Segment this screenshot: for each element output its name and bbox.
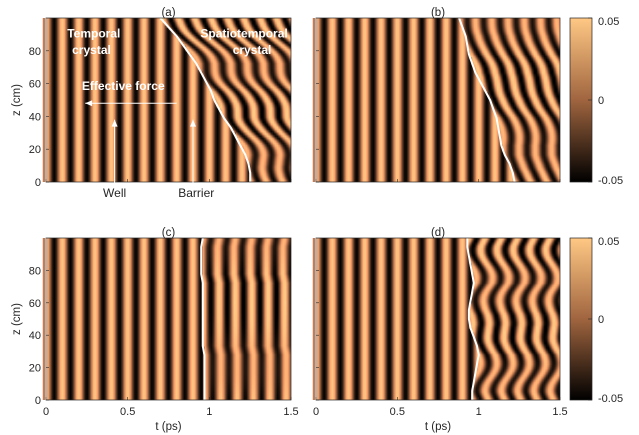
x-tick-label: 1 — [476, 406, 482, 418]
colorbar-tick-label: -0.05 — [598, 175, 623, 187]
axes-frame — [315, 17, 561, 183]
interface-curve — [200, 237, 206, 400]
x-axis-label: t (ps) — [425, 421, 451, 433]
colorbar-tick-label: 0.05 — [598, 236, 619, 248]
colorbar-tick-label: 0 — [598, 314, 604, 326]
annotation-spatiotemporal-2: crystal — [233, 43, 272, 57]
colorbar-top: 0.05 0 -0.05 — [569, 16, 623, 187]
heatmap-image — [312, 238, 560, 400]
panel-label: (a) — [161, 7, 175, 19]
x-tick-label: 0.5 — [120, 406, 135, 418]
interface-curve — [458, 17, 516, 183]
panel-c: 0 20 40 60 80 0 0.5 1 1.5 z (cm) t (ps) (c) — [11, 227, 299, 433]
well-arrowhead — [111, 119, 118, 127]
x-tick-label: 0.5 — [390, 406, 405, 418]
colorbar-bottom: 0.05 0 -0.05 — [569, 236, 623, 405]
interface-curve — [466, 238, 480, 400]
axes-frame — [45, 237, 292, 401]
y-tick-label: 40 — [29, 330, 41, 342]
panel-label: (c) — [162, 227, 176, 239]
annotation-effective-force: Effective force — [82, 79, 165, 93]
y-tick-label: 80 — [29, 265, 41, 277]
x-axis-label: t (ps) — [155, 421, 181, 433]
heatmap-image — [42, 18, 291, 182]
colorbar-tick-label: 0 — [598, 95, 604, 107]
annotation-well: Well — [103, 186, 126, 200]
y-axis-label: z (cm) — [11, 84, 23, 116]
heatmap-image — [42, 238, 291, 400]
x-tick-label: 1.5 — [283, 406, 298, 418]
panel-label: (d) — [431, 227, 445, 239]
y-tick-label: 80 — [29, 46, 41, 58]
y-tick-label: 60 — [29, 298, 41, 310]
y-axis-label: z (cm) — [11, 303, 23, 335]
x-tick-label: 1.5 — [552, 406, 567, 418]
axes-frame — [315, 237, 561, 401]
heatmap-image — [312, 18, 560, 182]
annotation-temporal-2: crystal — [72, 43, 111, 57]
axes-frame — [45, 17, 292, 183]
annotation-temporal: Temporal — [67, 27, 120, 41]
panel-b: (b) — [312, 7, 561, 183]
colorbar-tick-label: -0.05 — [598, 393, 623, 405]
x-tick-label: 0 — [313, 406, 319, 418]
y-tick-label: 40 — [29, 111, 41, 123]
y-tick-label: 20 — [29, 363, 41, 375]
barrier-arrowhead — [190, 119, 196, 127]
x-tick-label: 0 — [43, 406, 49, 418]
annotation-barrier: Barrier — [178, 186, 214, 200]
y-tick-label: 20 — [29, 144, 41, 156]
x-tick-label: 1 — [206, 406, 212, 418]
force-arrowhead — [85, 100, 93, 107]
panel-d: 0 0.5 1 1.5 t (ps) (d) — [312, 227, 568, 433]
interface-curve — [159, 17, 252, 182]
panel-a: 0 20 40 60 80 z (cm) (a) Temporal crystal Spatiot… — [11, 7, 292, 200]
y-tick-label: 0 — [35, 177, 41, 189]
annotation-spatiotemporal: Spatiotemporal — [200, 27, 287, 41]
panel-label: (b) — [431, 7, 445, 19]
colorbar-tick-label: 0.05 — [598, 16, 619, 28]
y-tick-label: 60 — [29, 79, 41, 91]
y-tick-label: 0 — [35, 395, 41, 407]
